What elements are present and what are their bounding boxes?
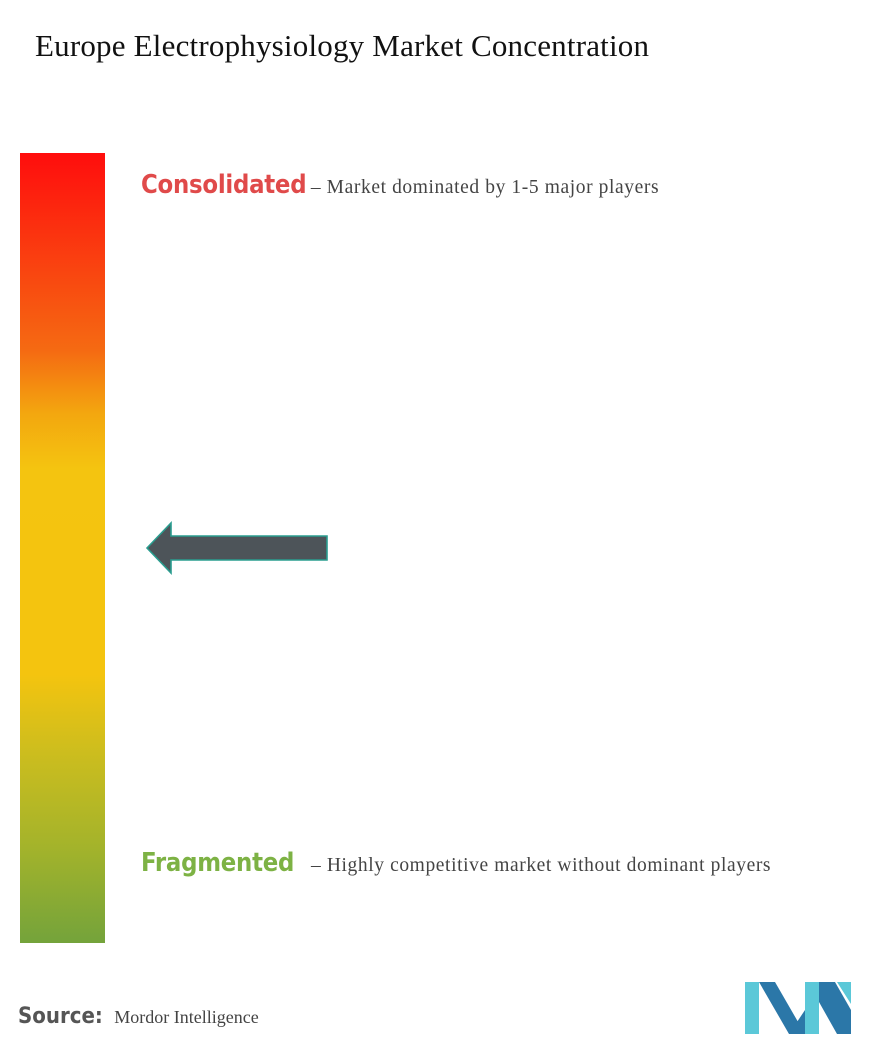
concentration-gradient-bar: [20, 153, 105, 943]
source-value: Mordor Intelligence: [114, 1007, 259, 1027]
consolidated-label-row: Consolidated – Market dominated by 1-5 m…: [141, 170, 659, 200]
fragmented-label: Fragmented: [141, 848, 295, 878]
source-attribution: Source: Mordor Intelligence: [18, 1004, 259, 1029]
mordor-intelligence-logo-icon: [745, 982, 851, 1034]
fragmented-description: – Highly competitive market without domi…: [311, 855, 772, 876]
consolidated-label: Consolidated: [141, 170, 307, 200]
fragmented-label-row: Fragmented – Highly competitive market w…: [141, 848, 771, 878]
consolidated-description: – Market dominated by 1-5 major players: [310, 177, 660, 198]
source-label: Source:: [18, 1004, 103, 1029]
left-arrow-icon: [145, 521, 328, 575]
chart-title: Europe Electrophysiology Market Concentr…: [35, 28, 650, 63]
concentration-indicator-arrow: [145, 521, 328, 575]
